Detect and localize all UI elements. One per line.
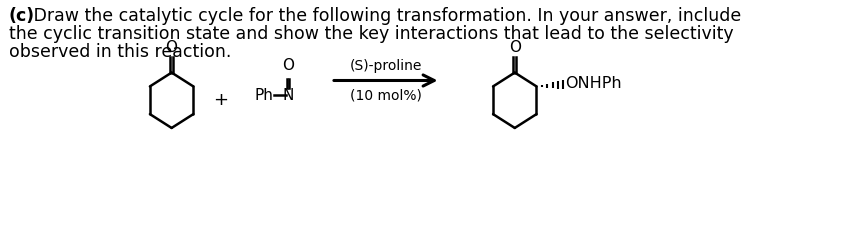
Text: O: O: [282, 58, 294, 73]
Text: N: N: [283, 88, 294, 103]
Text: (c): (c): [8, 7, 34, 25]
Text: O: O: [166, 40, 177, 55]
Text: O: O: [509, 40, 521, 55]
Text: Draw the catalytic cycle for the following transformation. In your answer, inclu: Draw the catalytic cycle for the followi…: [29, 7, 742, 25]
Text: the cyclic transition state and show the key interactions that lead to the selec: the cyclic transition state and show the…: [8, 25, 733, 43]
Text: (10 mol%): (10 mol%): [350, 88, 421, 102]
Text: +: +: [214, 91, 229, 109]
Text: (S)-proline: (S)-proline: [350, 59, 422, 73]
Text: Ph: Ph: [254, 88, 273, 103]
Text: observed in this reaction.: observed in this reaction.: [8, 43, 231, 61]
Text: ONHPh: ONHPh: [565, 76, 621, 91]
